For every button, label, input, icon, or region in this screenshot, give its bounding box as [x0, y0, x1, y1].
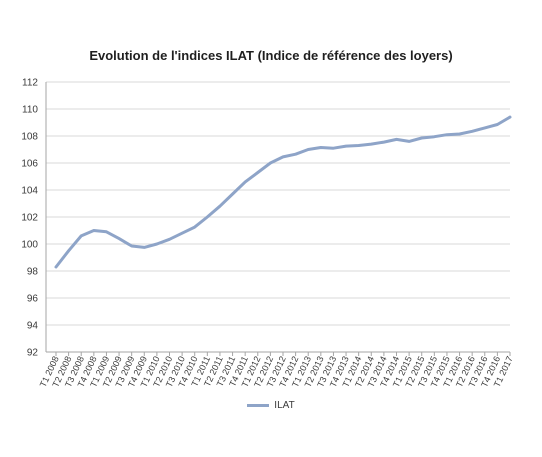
data-point — [218, 205, 222, 208]
data-point — [433, 135, 436, 138]
data-point — [168, 238, 171, 241]
y-tick-labels: 92 94 96 98 100 102 104 106 108 110 112 — [21, 78, 38, 359]
data-point — [243, 180, 247, 184]
data-point — [382, 140, 386, 144]
data-point — [193, 225, 196, 229]
data-point — [155, 242, 159, 246]
data-point — [281, 155, 285, 159]
series-line-ilat — [54, 115, 512, 269]
y-tick-label: 94 — [27, 321, 39, 332]
data-point — [395, 138, 398, 141]
y-tick-label: 112 — [22, 78, 38, 89]
data-point — [206, 215, 209, 219]
data-point — [294, 153, 297, 156]
data-point — [458, 132, 461, 136]
legend: ILAT — [0, 400, 542, 411]
y-tick-label: 108 — [21, 132, 38, 143]
data-point — [470, 130, 474, 133]
data-point — [105, 230, 108, 234]
data-point — [130, 244, 133, 248]
data-point — [445, 133, 449, 136]
y-tick-label: 100 — [21, 240, 38, 251]
data-point — [357, 144, 360, 147]
legend-label-ilat: ILAT — [274, 400, 295, 411]
data-point — [496, 123, 499, 126]
data-point — [344, 144, 348, 148]
y-tick-label: 96 — [27, 294, 39, 305]
y-tick-label: 92 — [27, 348, 39, 359]
data-point — [67, 249, 70, 252]
y-tick-label: 104 — [21, 186, 38, 197]
data-point — [508, 115, 512, 119]
y-tick-label: 102 — [21, 213, 38, 224]
data-point — [54, 265, 58, 269]
series-layer — [54, 115, 512, 269]
data-point — [370, 142, 373, 146]
data-point — [332, 146, 335, 150]
legend-swatch-ilat — [247, 403, 270, 407]
data-point — [269, 161, 272, 165]
data-point — [180, 232, 184, 235]
data-point — [256, 171, 259, 174]
data-point — [143, 246, 146, 249]
y-tick-label: 106 — [21, 159, 38, 170]
chart-title: Evolution de l'indices ILAT (Indice de r… — [89, 48, 453, 63]
data-point — [231, 192, 234, 196]
y-tick-label: 98 — [27, 267, 39, 278]
data-point — [307, 148, 310, 151]
data-point — [117, 237, 121, 240]
data-point — [92, 229, 96, 232]
gridlines — [46, 81, 510, 326]
data-point — [407, 140, 411, 143]
axes — [45, 82, 511, 356]
data-point — [319, 146, 323, 149]
y-tick-label: 110 — [22, 105, 38, 116]
data-point — [80, 234, 83, 238]
data-point — [483, 126, 486, 130]
data-point — [420, 136, 423, 140]
